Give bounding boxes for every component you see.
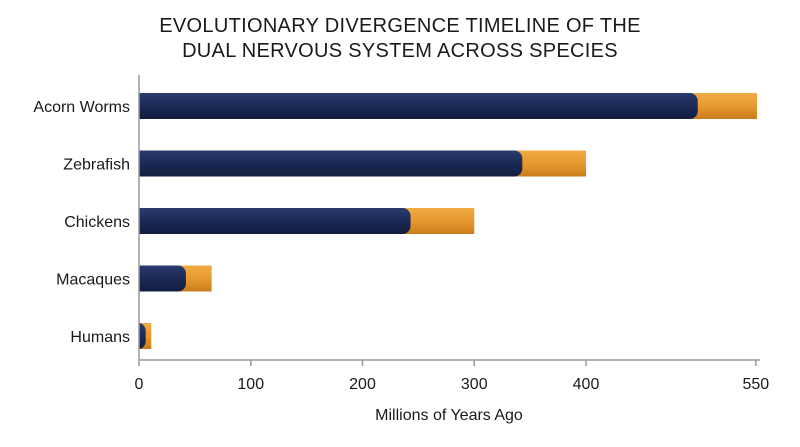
- x-axis-ticks: 0 100 200 300 400 550: [135, 360, 770, 393]
- x-tick-label-550: 550: [743, 376, 770, 393]
- y-tick-label-humans: Humans: [70, 329, 130, 346]
- chart-title-line-2: DUAL NERVOUS SYSTEM ACROSS SPECIES: [182, 40, 618, 62]
- y-tick-label-acorn-worms: Acorn Worms: [33, 99, 130, 116]
- y-tick-label-chickens: Chickens: [64, 214, 130, 231]
- x-tick-label-300: 300: [461, 376, 488, 393]
- chart-title: EVOLUTIONARY DIVERGENCE TIMELINE OF THE …: [0, 14, 800, 64]
- y-tick-label-zebrafish: Zebrafish: [63, 157, 130, 174]
- bar-segment-macaques-inner: [131, 265, 186, 292]
- bars-layer: [0, 80, 757, 360]
- x-tick-label-200: 200: [349, 376, 376, 393]
- x-tick-label-100: 100: [237, 376, 264, 393]
- bar-segment-acorn-worms-inner: [131, 93, 698, 119]
- y-axis-labels: Acorn Worms Zebrafish Chickens Macaques Huma…: [33, 99, 130, 346]
- bar-segment-zebrafish-inner: [131, 150, 523, 177]
- x-tick-label-400: 400: [573, 376, 600, 393]
- bar-segment-chickens-inner: [131, 208, 411, 234]
- chart-title-line-1: EVOLUTIONARY DIVERGENCE TIMELINE OF THE: [159, 15, 641, 37]
- x-tick-label-0: 0: [135, 376, 144, 393]
- x-axis-label: Millions of Years Ago: [375, 407, 523, 424]
- y-tick-label-macaques: Macaques: [56, 272, 130, 289]
- bar-left-mask: [0, 80, 139, 360]
